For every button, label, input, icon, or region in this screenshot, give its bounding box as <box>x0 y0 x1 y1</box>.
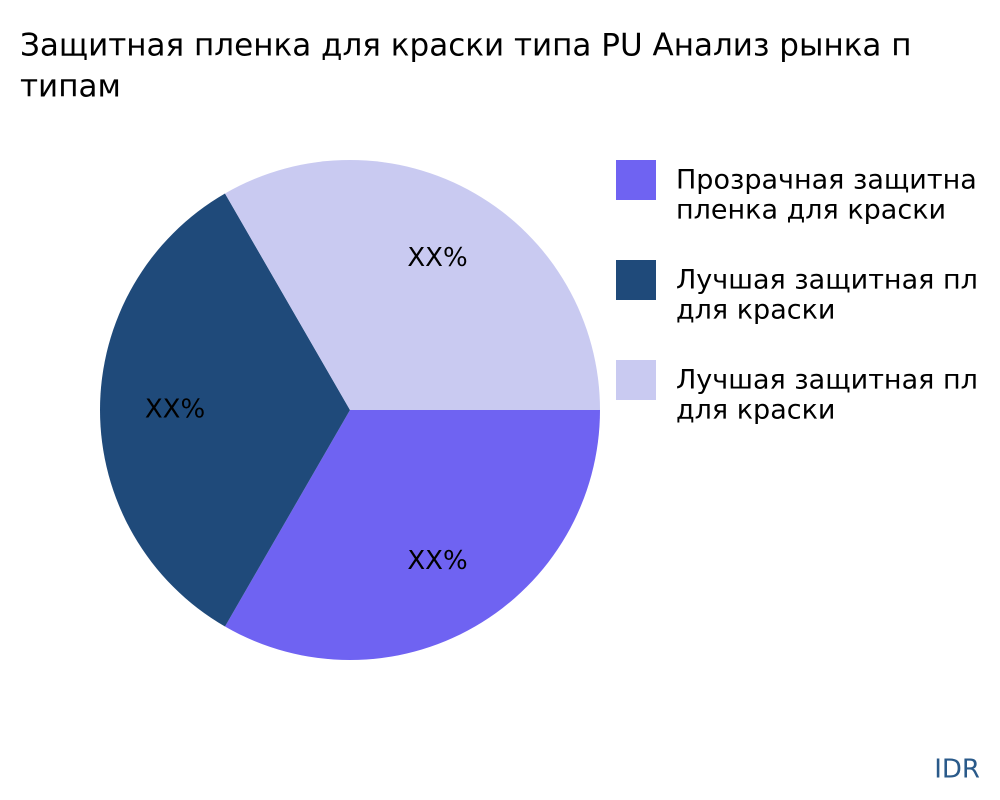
value-label: XX% <box>407 243 467 273</box>
legend-label: для краски <box>676 295 835 326</box>
legend-label: Прозрачная защитна <box>676 165 977 196</box>
pie-slice <box>225 410 600 660</box>
legend-label: пленка для краски <box>676 195 946 226</box>
legend-swatch <box>616 360 656 400</box>
legend-label: Лучшая защитная пл <box>676 265 978 296</box>
legend-swatch <box>616 160 656 200</box>
chart-title: типам <box>20 69 121 105</box>
legend-label: Лучшая защитная пл <box>676 365 978 396</box>
source: IDR <box>934 755 980 785</box>
pie-slice <box>225 160 600 410</box>
legend-label: для краски <box>676 395 835 426</box>
value-label: XX% <box>407 546 467 576</box>
legend-swatch <box>616 260 656 300</box>
value-label: XX% <box>145 395 205 425</box>
chart-title: Защитная пленка для краски типа PU Анали… <box>20 28 912 64</box>
